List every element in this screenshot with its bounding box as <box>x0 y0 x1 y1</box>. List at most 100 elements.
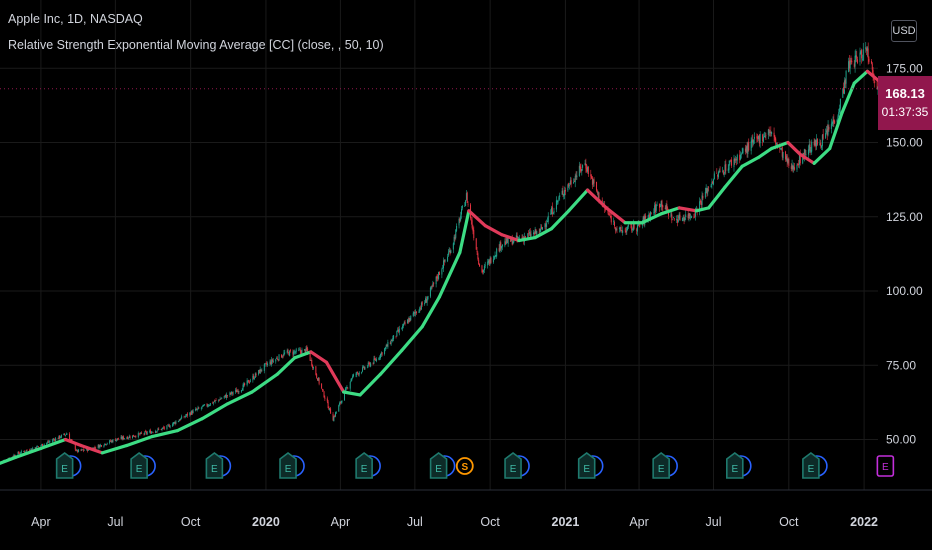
candle-body <box>221 398 223 399</box>
candle-body <box>536 231 538 234</box>
candle-body <box>648 213 650 219</box>
candle-body <box>827 125 829 135</box>
indicator-title[interactable]: Relative Strength Exponential Moving Ave… <box>8 38 384 52</box>
candle-body <box>662 205 664 208</box>
candle-body <box>573 180 575 182</box>
candle-body <box>265 363 267 364</box>
candle-body <box>312 367 314 369</box>
earnings-event-icon[interactable] <box>130 452 148 479</box>
candle-body <box>578 165 580 176</box>
candle-body <box>546 223 548 227</box>
rsema-segment <box>677 206 698 213</box>
candle-body <box>17 452 19 456</box>
candle-body <box>614 221 616 227</box>
earnings-event-icon[interactable] <box>279 452 297 479</box>
candle-body <box>157 428 159 431</box>
candle-body <box>166 425 168 430</box>
candle-body <box>339 402 341 404</box>
candle-body <box>14 455 16 456</box>
candle-body <box>729 160 731 164</box>
candle-body <box>269 361 271 365</box>
candle-body <box>796 164 798 170</box>
candle-body <box>280 354 282 358</box>
candle-body <box>19 453 21 455</box>
candle-body <box>276 358 278 360</box>
earnings-event-icon[interactable] <box>429 452 448 479</box>
candle-body <box>831 122 833 124</box>
candle-body <box>591 175 593 179</box>
earnings-event-icon[interactable] <box>652 452 670 479</box>
candle-body <box>664 207 666 210</box>
candle-body <box>347 387 349 389</box>
candle-body <box>723 173 725 175</box>
earnings-event-icon[interactable] <box>55 452 74 479</box>
earnings-event-icon[interactable] <box>577 452 596 479</box>
candle-body <box>260 369 262 371</box>
candle-body <box>127 437 129 439</box>
candle-body <box>665 204 667 210</box>
earnings-event-icon[interactable] <box>802 452 820 479</box>
candle-body <box>585 163 587 169</box>
earnings-event-icon[interactable] <box>355 452 373 479</box>
candle-body <box>631 225 633 231</box>
candle-body <box>209 403 211 406</box>
candle-body <box>106 443 108 445</box>
earnings-event-icon[interactable] <box>504 452 522 479</box>
earnings-event-icon[interactable] <box>726 452 744 479</box>
grid-lines <box>0 0 878 490</box>
candle-body <box>134 436 136 437</box>
rsema-segment <box>798 152 816 165</box>
candle-body <box>55 438 57 442</box>
rsema-segment <box>420 295 442 329</box>
candle-body <box>298 349 300 351</box>
candle-body <box>144 431 146 435</box>
candle-body <box>767 129 769 135</box>
candle-body <box>699 201 701 212</box>
candle-body <box>97 445 99 449</box>
candle-body <box>306 347 308 350</box>
candle-body <box>358 372 360 375</box>
currency-button[interactable]: USD <box>891 20 917 42</box>
candle-body <box>226 394 228 398</box>
candle-body <box>821 145 823 148</box>
candle-body <box>246 380 248 386</box>
candle-body <box>344 389 346 392</box>
x-tick-label: Apr <box>331 515 350 529</box>
candle-body <box>870 61 872 64</box>
candle-body <box>496 248 498 257</box>
candle-body <box>713 179 715 185</box>
candle-body <box>506 238 508 244</box>
upcoming-earnings-icon[interactable] <box>876 455 895 477</box>
candle-body <box>811 141 813 152</box>
candle-body <box>632 223 634 230</box>
candle-body <box>409 317 411 321</box>
candle-body <box>317 377 319 381</box>
candle-body <box>329 408 331 410</box>
candle-body <box>82 449 84 451</box>
earnings-event-icon[interactable] <box>205 452 224 479</box>
candle-body <box>758 135 760 140</box>
candle-body <box>781 147 783 157</box>
candle-body <box>253 377 255 379</box>
candle-body <box>807 149 809 155</box>
candle-body <box>866 48 868 51</box>
split-event-icon[interactable] <box>455 457 474 475</box>
candle-body <box>521 237 523 239</box>
candle-body <box>149 430 151 433</box>
candle-body <box>373 358 375 364</box>
candle-body <box>713 173 715 180</box>
candle-body <box>780 148 782 150</box>
rsema-segment <box>740 155 761 168</box>
candle-body <box>545 224 547 226</box>
candle-body <box>782 151 784 159</box>
symbol-title[interactable]: Apple Inc, 1D, NASDAQ <box>8 12 143 26</box>
y-tick-label: 200.00 <box>886 0 923 1</box>
candle-body <box>213 402 215 404</box>
candle-body <box>46 441 48 443</box>
candle-body <box>343 391 345 401</box>
candle-body <box>693 217 695 218</box>
candle-body <box>506 238 508 243</box>
